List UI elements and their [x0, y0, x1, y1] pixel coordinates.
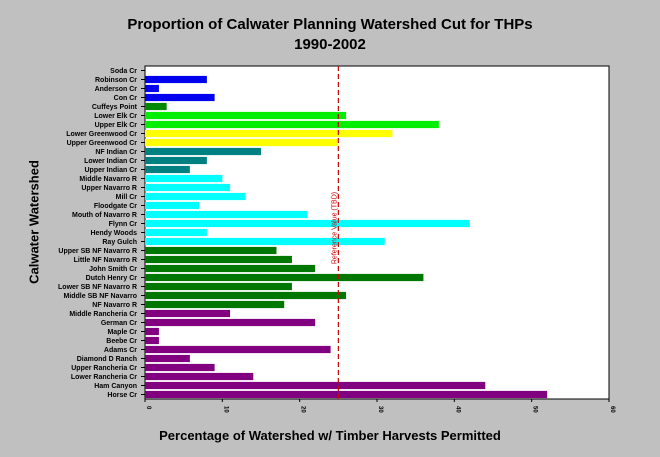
- category-label: Ray Gulch: [102, 239, 137, 246]
- bar: [145, 228, 207, 237]
- bar: [145, 138, 339, 147]
- bar: [145, 345, 331, 354]
- bar: [145, 156, 207, 165]
- bar: [145, 246, 277, 255]
- bar: [145, 264, 316, 273]
- x-tick-label: 50: [532, 406, 538, 413]
- bar: [145, 363, 215, 372]
- category-label: Lower Elk Cr: [94, 113, 137, 120]
- category-label: Upper Greenwood Cr: [67, 140, 138, 147]
- category-label: Lower SB NF Navarro R: [58, 284, 137, 291]
- category-label: Lower Indian Cr: [84, 158, 137, 165]
- x-axis-label: Percentage of Watershed w/ Timber Harves…: [159, 428, 501, 443]
- bar: [145, 381, 486, 390]
- bar: [145, 129, 393, 138]
- bar: [145, 210, 308, 219]
- category-label: Upper Indian Cr: [84, 167, 137, 174]
- category-label: Beebe Cr: [106, 338, 137, 345]
- category-label: Lower Rancheria Cr: [71, 374, 137, 381]
- bar: [145, 336, 159, 345]
- category-label: Floodgate Cr: [94, 203, 137, 210]
- category-label: Horse Cr: [107, 392, 137, 399]
- category-label: NF Indian Cr: [95, 149, 137, 156]
- bar: [145, 192, 246, 201]
- category-label: Hendy Woods: [90, 230, 137, 237]
- category-label: Cuffeys Point: [92, 104, 138, 111]
- category-label: Adams Cr: [104, 347, 137, 354]
- category-label: Robinson Cr: [95, 77, 137, 84]
- x-tick-label: 20: [300, 406, 306, 413]
- category-label: Upper Navarro R: [81, 185, 137, 192]
- bar: [145, 120, 439, 129]
- bar: [145, 318, 316, 327]
- bar: [145, 300, 285, 309]
- category-label: Middle SB NF Navarro: [63, 293, 137, 300]
- category-label: Little NF Navarro R: [74, 257, 137, 264]
- bar: [145, 84, 159, 93]
- category-label: NF Navarro R: [92, 302, 137, 309]
- bar: [145, 102, 167, 111]
- bar: [145, 183, 231, 192]
- bar: [145, 291, 347, 300]
- x-tick-label: 60: [609, 406, 615, 413]
- x-tick-label: 10: [222, 406, 228, 413]
- bar: [145, 282, 292, 291]
- chart-title: Proportion of Calwater Planning Watershe…: [127, 16, 533, 33]
- bar: [145, 327, 159, 336]
- category-label: Flynn Cr: [109, 221, 138, 228]
- category-label: German Cr: [101, 320, 137, 327]
- bar: [145, 372, 254, 381]
- category-label: Upper Rancheria Cr: [71, 365, 137, 372]
- category-label: Ham Canyon: [94, 383, 137, 390]
- bar: [145, 237, 385, 246]
- x-tick-label: 30: [377, 406, 383, 413]
- bar: [145, 75, 207, 84]
- x-tick-label: 0: [145, 406, 151, 410]
- category-label: Upper Elk Cr: [95, 122, 138, 129]
- category-label: Mill Cr: [116, 194, 138, 201]
- category-label: Maple Cr: [107, 329, 137, 336]
- category-label: Mouth of Navarro R: [72, 212, 137, 219]
- bar: [145, 273, 424, 282]
- category-label: John Smith Cr: [89, 266, 137, 273]
- bar: [145, 354, 190, 363]
- bar: [145, 165, 190, 174]
- bar: [145, 174, 223, 183]
- bar: [145, 390, 548, 399]
- category-label: Soda Cr: [110, 68, 137, 75]
- category-label: Middle Rancheria Cr: [69, 311, 137, 318]
- reference-line-label: Reference Value (TBD): [331, 192, 338, 264]
- bar: [145, 309, 231, 318]
- bar: [145, 93, 215, 102]
- category-label: Anderson Cr: [95, 86, 138, 93]
- category-label: Middle Navarro R: [79, 176, 137, 183]
- bar: [145, 111, 347, 120]
- category-label: Upper SB NF Navarro R: [58, 248, 137, 255]
- chart-subtitle: 1990-2002: [294, 36, 366, 53]
- category-label: Dutch Henry Cr: [86, 275, 138, 282]
- x-tick-label: 40: [454, 406, 460, 413]
- bar: [145, 201, 200, 210]
- bar: [145, 255, 292, 264]
- bar: [145, 147, 261, 156]
- category-label: Con Cr: [114, 95, 138, 102]
- category-label: Diamond D Ranch: [77, 356, 137, 363]
- bar: [145, 219, 470, 228]
- category-label: Lower Greenwood Cr: [66, 131, 137, 138]
